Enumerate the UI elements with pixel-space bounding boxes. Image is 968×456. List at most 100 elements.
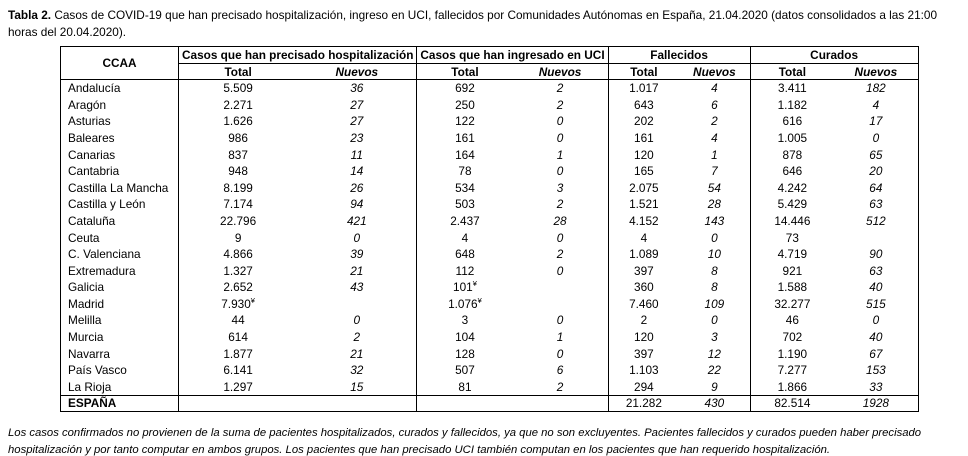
nuevos-cell: 27: [350, 114, 364, 129]
subheader-nuevos: Nuevos: [297, 63, 417, 81]
group-header-fallecidos: Fallecidos: [607, 46, 751, 64]
nuevos-cell: 33: [869, 379, 883, 394]
total-cell: 397: [607, 262, 680, 279]
nuevos-cell: 9: [711, 379, 718, 394]
nuevos-cell: 512: [866, 213, 886, 228]
subheader-total: Total: [749, 63, 835, 81]
total-cell: 5.429: [749, 196, 835, 213]
nuevos-cell: 4: [872, 97, 880, 112]
total-cell: 692: [416, 79, 513, 97]
nuevos-cell: 143: [704, 213, 725, 228]
ccaa-cell: Asturias: [68, 114, 111, 129]
total-cell: 648: [416, 245, 513, 263]
group-header-uci: Casos que han ingresado en UCI: [416, 46, 609, 64]
total-cell: 986: [178, 129, 298, 147]
table-row: Baleares 986 23 161 0 161 4 1.005 0: [61, 129, 919, 147]
nuevos-cell: 4: [711, 130, 718, 145]
ccaa-cell: Extremadura: [68, 263, 136, 278]
total-cell: 7.930¥: [178, 295, 298, 313]
total-cell: 32.277: [749, 295, 835, 313]
table-row: Aragón 2.271 27 250 2 643 6 1.182 4: [61, 96, 919, 114]
nuevos-cell: 7: [711, 164, 718, 179]
nuevos-cell: 1: [556, 147, 564, 162]
total-cell: 1.866: [749, 378, 835, 396]
nuevos-cell: 2: [711, 114, 718, 129]
nuevos-cell: 0: [556, 346, 564, 361]
total-cell: 202: [607, 113, 680, 130]
nuevos-cell: 0: [353, 230, 361, 245]
total-cell: 294: [607, 378, 680, 396]
nuevos-cell: [297, 394, 417, 412]
nuevos-cell: 12: [707, 346, 721, 361]
total-cell: 104: [416, 328, 513, 346]
total-cell: 9: [178, 229, 298, 246]
nuevos-cell: 8: [711, 263, 718, 278]
total-cell: 22.796: [178, 212, 298, 230]
total-cell: 164: [416, 146, 513, 163]
subheader-total: Total: [416, 63, 513, 81]
total-cell: 1.521: [607, 196, 680, 213]
table-row: Castilla La Mancha 8.199 26 534 3 2.075 54 4.24…: [61, 179, 919, 197]
ccaa-cell: ESPAÑA: [60, 394, 179, 412]
total-cell: 921: [749, 262, 835, 279]
nuevos-cell: 0: [556, 230, 564, 245]
nuevos-cell: 21: [350, 263, 364, 278]
total-cell: 161: [607, 129, 680, 147]
nuevos-cell: 17: [869, 114, 883, 129]
nuevos-cell: 11: [350, 147, 363, 162]
footnote-mark: ¥: [477, 295, 482, 305]
total-cell: 948: [178, 162, 298, 180]
total-cell: 7.277: [749, 361, 835, 379]
nuevos-cell: [512, 394, 609, 412]
total-cell: 165: [607, 162, 680, 180]
total-cell: 534: [416, 179, 513, 197]
nuevos-cell: 6: [711, 97, 718, 112]
total-cell: 4.866: [178, 245, 298, 263]
nuevos-cell: 430: [679, 394, 751, 412]
nuevos-cell: 28: [707, 197, 721, 212]
nuevos-cell: 63: [869, 263, 883, 278]
nuevos-cell: 2: [556, 81, 564, 96]
ccaa-cell: Ceuta: [68, 230, 100, 245]
nuevos-cell: [513, 296, 609, 313]
nuevos-cell: 8: [711, 280, 718, 295]
nuevos-cell: 3: [556, 180, 564, 195]
nuevos-cell: 2: [556, 97, 564, 112]
nuevos-cell: 0: [711, 313, 718, 328]
nuevos-cell: 15: [350, 379, 364, 394]
total-cell: 1.190: [749, 345, 835, 362]
total-cell: 4: [416, 229, 513, 246]
total-cell: 616: [749, 113, 835, 130]
table-row: Canarias 837 11 164 1 120 1 878 65: [61, 146, 919, 163]
nuevos-cell: 153: [866, 363, 886, 378]
nuevos-cell: 21: [350, 346, 364, 361]
total-cell: 5.509: [178, 79, 298, 97]
total-cell: 21.282: [607, 394, 680, 412]
total-cell: 360: [607, 279, 680, 296]
nuevos-cell: 2: [556, 379, 564, 394]
total-cell: 101¥: [416, 279, 513, 296]
subheader-row: Total Nuevos Total Nuevos Total Nuevos T…: [61, 63, 919, 81]
nuevos-cell: 2: [556, 247, 564, 262]
nuevos-cell: 109: [704, 296, 725, 311]
table-row: Cantabria 948 14 78 0 165 7 646 20: [61, 162, 919, 180]
subheader-nuevos: Nuevos: [512, 63, 609, 81]
nuevos-cell: 65: [869, 147, 883, 162]
total-cell: 2: [607, 312, 680, 329]
footnote: Los casos confirmados no provienen de la…: [8, 427, 922, 456]
group-header-row: CCAA Casos que han precisado hospitaliza…: [60, 46, 919, 81]
table-row: Andalucía 5.509 36 692 2 1.017 4 3.411 182: [61, 79, 919, 97]
total-cell: 1.076¥: [416, 295, 513, 313]
total-cell: 1.089: [607, 245, 680, 263]
table-row: Murcia 614 2 104 1 120 3 702 40: [61, 328, 919, 346]
total-cell: 1.005: [749, 129, 835, 147]
table-row: Galicia 2.652 43 101¥ 360 8 1.588 40: [61, 279, 919, 296]
total-cell: 3: [416, 312, 513, 329]
total-cell: 4.152: [607, 212, 680, 230]
ccaa-cell: Baleares: [68, 130, 115, 145]
nuevos-cell: 43: [350, 280, 364, 295]
nuevos-cell: [513, 279, 609, 296]
subheader-total: Total: [178, 63, 298, 81]
nuevos-cell: 0: [353, 313, 361, 328]
